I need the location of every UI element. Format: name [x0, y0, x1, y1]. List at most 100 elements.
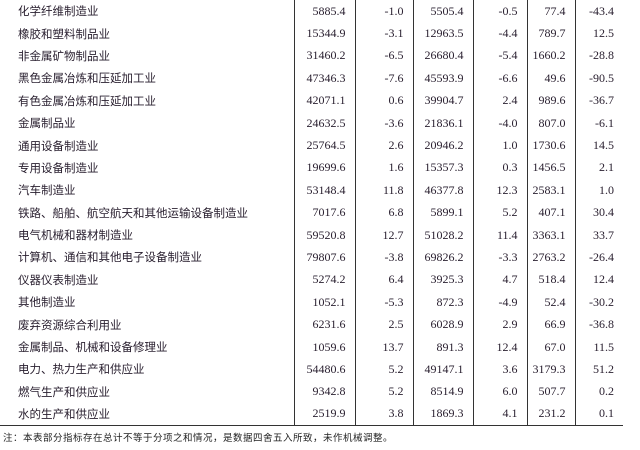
value-cell: 231.2	[526, 403, 575, 426]
value-cell: 51028.2	[412, 223, 473, 247]
value-cell: 6028.9	[412, 313, 473, 336]
value-cell: 4.1	[472, 403, 527, 426]
table-row: 黑色金属冶炼和压延加工业 47346.3 -7.6 45593.9 -6.6 49.6 -9…	[0, 67, 623, 90]
value-cell: 5.2	[354, 380, 413, 404]
industry-name: 橡胶和塑料制品业	[18, 26, 110, 41]
industry-name: 有色金属冶炼和压延加工业	[18, 93, 156, 108]
value-cell: 3925.3	[412, 268, 473, 292]
value-cell: 31460.2	[293, 44, 355, 68]
value-cell: 2.6	[354, 134, 413, 157]
value-cell: 2583.1	[526, 179, 575, 202]
value-cell: 24632.5	[293, 111, 355, 135]
value-cell: 67.0	[526, 335, 575, 359]
value-cell: 0.1	[574, 403, 623, 426]
value-cell: 2.5	[354, 313, 413, 336]
value-cell: 77.4	[526, 0, 575, 23]
value-cell: 1660.2	[526, 44, 575, 68]
value-cell: 12.5	[574, 22, 623, 45]
value-cell: 15344.9	[293, 22, 355, 45]
value-cell: -7.6	[354, 67, 413, 90]
table-row: 汽车制造业 53148.4 11.8 46377.8 12.3 2583.1 1.0	[0, 179, 623, 202]
value-cell: -6.5	[354, 44, 413, 68]
value-cell: -26.4	[574, 246, 623, 269]
industry-name: 铁路、船舶、航空航天和其他运输设备制造业	[18, 205, 248, 220]
table-row: 金属制品业 24632.5 -3.6 21836.1 -4.0 807.0 -6.1	[0, 111, 623, 135]
value-cell: 59520.8	[293, 223, 355, 247]
value-cell: 1059.6	[293, 335, 355, 359]
value-cell: 0.3	[472, 156, 527, 180]
table-row: 水的生产和供应业 2519.9 3.8 1869.3 4.1 231.2 0.1	[0, 403, 623, 426]
industry-name: 金属制品业	[18, 116, 76, 131]
industry-name: 废弃资源综合利用业	[18, 317, 122, 332]
value-cell: 872.3	[412, 291, 473, 314]
value-cell: 407.1	[526, 201, 575, 224]
value-cell: 2.4	[472, 89, 527, 112]
table-row: 电力、热力生产和供应业 54480.6 5.2 49147.1 3.6 3179.3 51.…	[0, 358, 623, 381]
value-cell: 4.7	[472, 268, 527, 292]
value-cell: 12963.5	[412, 22, 473, 45]
value-cell: 2.1	[574, 156, 623, 180]
value-cell: 1730.6	[526, 134, 575, 157]
value-cell: 5.2	[354, 358, 413, 381]
value-cell: 15357.3	[412, 156, 473, 180]
value-cell: 1052.1	[293, 291, 355, 314]
value-cell: 5.2	[472, 201, 527, 224]
value-cell: -36.8	[574, 313, 623, 336]
footnote: 注：本表部分指标存在总计不等于分项之和情况，是数据四舍五入所致，未作机械调整。	[3, 433, 394, 444]
value-cell: -3.3	[472, 246, 527, 269]
value-cell: 45593.9	[412, 67, 473, 90]
table-row: 专用设备制造业 19699.6 1.6 15357.3 0.3 1456.5 2.1	[0, 156, 623, 180]
industry-name: 汽车制造业	[18, 183, 76, 198]
table-row: 通用设备制造业 25764.5 2.6 20946.2 1.0 1730.6 14.5	[0, 134, 623, 157]
value-cell: -4.0	[472, 111, 527, 135]
value-cell: 518.4	[526, 268, 575, 292]
value-cell: 54480.6	[293, 358, 355, 381]
value-cell: 47346.3	[293, 67, 355, 90]
value-cell: 53148.4	[293, 179, 355, 202]
value-cell: 0.6	[354, 89, 413, 112]
value-cell: 7017.6	[293, 201, 355, 224]
value-cell: 49147.1	[412, 358, 473, 381]
industry-name: 其他制造业	[18, 295, 76, 310]
value-cell: 12.7	[354, 223, 413, 247]
value-cell: 6.8	[354, 201, 413, 224]
value-cell: 14.5	[574, 134, 623, 157]
value-cell: 21836.1	[412, 111, 473, 135]
industry-name: 电力、热力生产和供应业	[18, 362, 145, 377]
value-cell: 33.7	[574, 223, 623, 247]
table-row: 有色金属冶炼和压延加工业 42071.1 0.6 39904.7 2.4 989.6 -36…	[0, 89, 623, 112]
table-row: 铁路、船舶、航空航天和其他运输设备制造业 7017.6 6.8 5899.1 5.2 40…	[0, 201, 623, 224]
value-cell: 3.8	[354, 403, 413, 426]
value-cell: 11.4	[472, 223, 527, 247]
value-cell: 1.6	[354, 156, 413, 180]
value-cell: 1456.5	[526, 156, 575, 180]
table-row: 燃气生产和供应业 9342.8 5.2 8514.9 6.0 507.7 0.2	[0, 380, 623, 404]
value-cell: -36.7	[574, 89, 623, 112]
value-cell: 1.0	[574, 179, 623, 202]
value-cell: 30.4	[574, 201, 623, 224]
table-row: 废弃资源综合利用业 6231.6 2.5 6028.9 2.9 66.9 -36.8	[0, 313, 623, 336]
industry-name: 黑色金属冶炼和压延加工业	[18, 71, 156, 86]
value-cell: 12.4	[472, 335, 527, 359]
industry-name: 仪器仪表制造业	[18, 272, 99, 287]
industry-name: 化学纤维制造业	[18, 4, 99, 19]
value-cell: 1869.3	[412, 403, 473, 426]
value-cell: -0.5	[472, 0, 527, 23]
value-cell: -30.2	[574, 291, 623, 314]
value-cell: 20946.2	[412, 134, 473, 157]
value-cell: 5885.4	[293, 0, 355, 23]
value-cell: 69826.2	[412, 246, 473, 269]
value-cell: 891.3	[412, 335, 473, 359]
industry-name: 专用设备制造业	[18, 160, 99, 175]
value-cell: 507.7	[526, 380, 575, 404]
value-cell: 79807.6	[293, 246, 355, 269]
value-cell: -4.9	[472, 291, 527, 314]
value-cell: 6.0	[472, 380, 527, 404]
table-row: 计算机、通信和其他电子设备制造业 79807.6 -3.8 69826.2 -3.3 27…	[0, 246, 623, 269]
value-cell: 9342.8	[293, 380, 355, 404]
industry-name: 非金属矿物制品业	[18, 48, 110, 63]
value-cell: 46377.8	[412, 179, 473, 202]
value-cell: 11.8	[354, 179, 413, 202]
industry-name: 金属制品、机械和设备修理业	[18, 340, 168, 355]
value-cell: -6.6	[472, 67, 527, 90]
